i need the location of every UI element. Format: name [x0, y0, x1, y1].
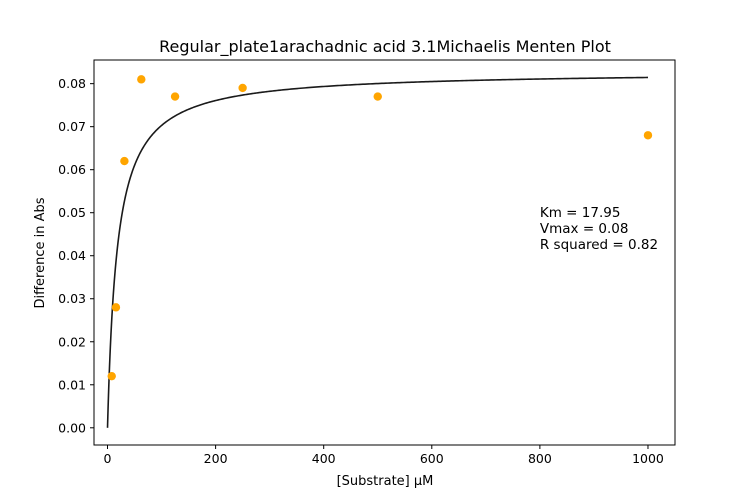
x-axis: 0 200 400 600 800 1000 [104, 445, 664, 466]
y-tick-label: 0.03 [58, 291, 86, 306]
x-tick-label: 200 [204, 451, 228, 466]
x-tick-label: 400 [312, 451, 336, 466]
data-point [170, 92, 180, 101]
annotation-r-squared: R squared = 0.82 [540, 237, 658, 253]
y-tick-label: 0.00 [58, 420, 86, 435]
data-point [373, 92, 382, 101]
data-point [107, 371, 116, 381]
fit-annotation: Km = 17.95 Vmax = 0.08 R squared = 0.82 [540, 205, 658, 253]
x-tick-label: 1000 [632, 451, 664, 466]
y-tick-label: 0.06 [58, 162, 86, 177]
y-tick-label: 0.01 [58, 377, 86, 392]
data-point [137, 75, 146, 84]
data-point [643, 131, 653, 140]
data-point [120, 156, 129, 166]
fit-curve [106, 76, 648, 428]
x-axis-label: [Substrate] µM [337, 474, 434, 489]
data-point [111, 303, 121, 312]
annotation-km: Km = 17.95 [540, 205, 621, 221]
y-tick-label: 0.05 [58, 205, 86, 220]
x-tick-label: 0 [104, 451, 112, 466]
y-tick-label: 0.07 [58, 119, 86, 134]
y-tick-label: 0.02 [58, 334, 86, 349]
x-tick-label: 600 [420, 451, 444, 466]
x-tick-label: 800 [528, 451, 552, 466]
plot-area [106, 75, 653, 428]
data-point [238, 83, 247, 93]
plot-frame [93, 59, 676, 446]
y-axis-label: Difference in Abs [33, 197, 48, 308]
y-tick-label: 0.04 [58, 248, 86, 263]
y-tick-label: 0.08 [58, 76, 86, 91]
y-axis: 0.00 0.01 0.02 0.03 0.04 0.05 0.06 0.07 0.08 [58, 76, 94, 435]
chart-title: Regular_plate1arachadnic acid 3.1Michael… [159, 37, 611, 57]
annotation-vmax: Vmax = 0.08 [540, 221, 629, 237]
